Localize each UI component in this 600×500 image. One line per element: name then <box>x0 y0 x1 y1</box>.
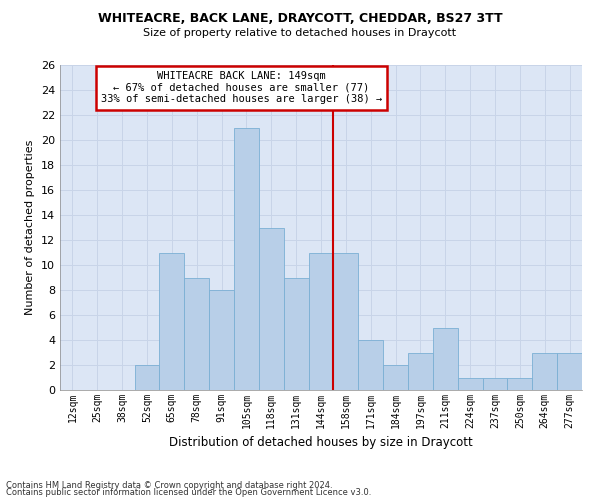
Text: Size of property relative to detached houses in Draycott: Size of property relative to detached ho… <box>143 28 457 38</box>
Y-axis label: Number of detached properties: Number of detached properties <box>25 140 35 315</box>
Bar <box>308 252 334 390</box>
Bar <box>184 278 209 390</box>
Text: Contains public sector information licensed under the Open Government Licence v3: Contains public sector information licen… <box>6 488 371 497</box>
Bar <box>358 340 383 390</box>
Bar <box>334 252 358 390</box>
Bar <box>134 365 160 390</box>
Bar <box>532 352 557 390</box>
Bar <box>259 228 284 390</box>
Bar <box>458 378 482 390</box>
X-axis label: Distribution of detached houses by size in Draycott: Distribution of detached houses by size … <box>169 436 473 450</box>
Bar <box>383 365 408 390</box>
Bar <box>234 128 259 390</box>
Bar <box>433 328 458 390</box>
Bar <box>482 378 508 390</box>
Bar <box>557 352 582 390</box>
Bar <box>508 378 532 390</box>
Text: WHITEACRE BACK LANE: 149sqm
← 67% of detached houses are smaller (77)
33% of sem: WHITEACRE BACK LANE: 149sqm ← 67% of det… <box>101 71 382 104</box>
Bar <box>209 290 234 390</box>
Bar <box>408 352 433 390</box>
Bar <box>284 278 308 390</box>
Bar <box>160 252 184 390</box>
Text: Contains HM Land Registry data © Crown copyright and database right 2024.: Contains HM Land Registry data © Crown c… <box>6 480 332 490</box>
Text: WHITEACRE, BACK LANE, DRAYCOTT, CHEDDAR, BS27 3TT: WHITEACRE, BACK LANE, DRAYCOTT, CHEDDAR,… <box>98 12 502 26</box>
